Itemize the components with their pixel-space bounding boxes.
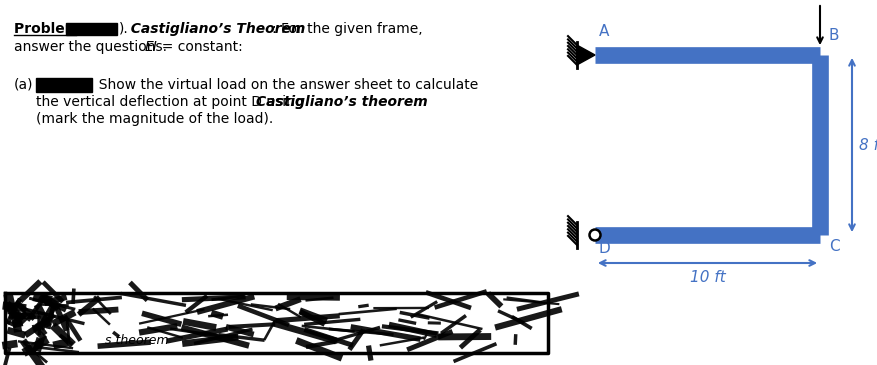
Polygon shape: [36, 78, 92, 92]
Text: (mark the magnitude of the load).: (mark the magnitude of the load).: [36, 112, 274, 126]
Text: D: D: [599, 241, 610, 256]
Text: A: A: [599, 24, 610, 39]
Text: B: B: [829, 28, 839, 43]
Circle shape: [589, 230, 601, 241]
Text: Castigliano’s theorem: Castigliano’s theorem: [256, 95, 428, 109]
Text: EI: EI: [145, 40, 158, 54]
Polygon shape: [66, 23, 117, 35]
Text: : For the given frame,: : For the given frame,: [272, 22, 423, 36]
Polygon shape: [577, 45, 595, 65]
Text: Problem 3: Problem 3: [14, 22, 94, 36]
Text: ).: ).: [119, 22, 129, 36]
Text: Castigliano’s Theorem: Castigliano’s Theorem: [128, 22, 305, 36]
Text: 8 ft: 8 ft: [859, 138, 877, 153]
Text: Show the virtual load on the answer sheet to calculate: Show the virtual load on the answer shee…: [96, 78, 478, 92]
Text: = constant:: = constant:: [159, 40, 243, 54]
Text: s theorem: s theorem: [105, 334, 168, 347]
Text: the vertical deflection at point D using: the vertical deflection at point D using: [36, 95, 308, 109]
Text: 10 ft: 10 ft: [689, 270, 725, 285]
Text: answer the questions.: answer the questions.: [14, 40, 171, 54]
Text: (a): (a): [14, 78, 33, 92]
Text: C: C: [829, 239, 839, 254]
